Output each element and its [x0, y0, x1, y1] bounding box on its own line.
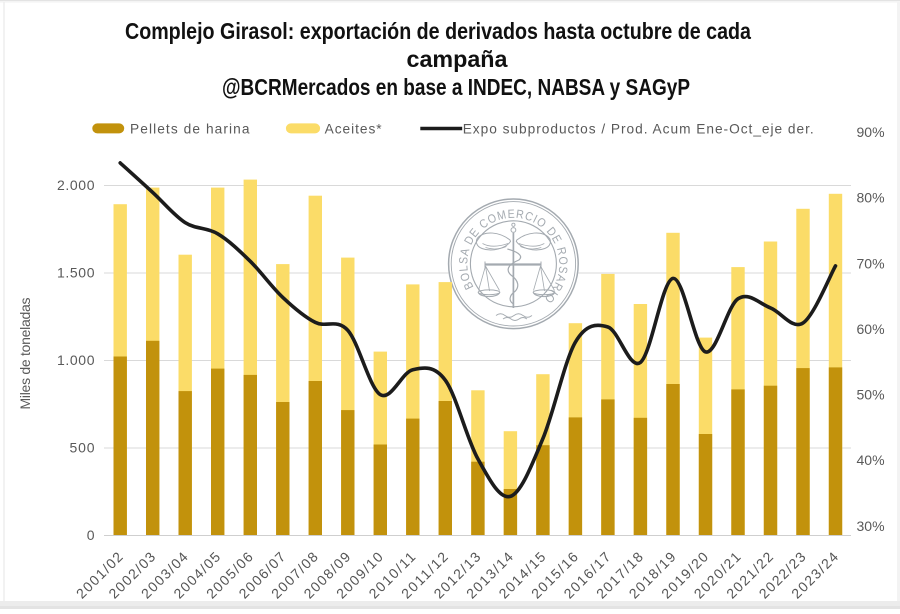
svg-text:1.500: 1.500 [57, 265, 95, 281]
svg-text:30%: 30% [857, 518, 885, 534]
svg-text:40%: 40% [857, 452, 885, 468]
svg-text:70%: 70% [857, 255, 885, 271]
svg-text:80%: 80% [857, 190, 885, 206]
svg-text:90%: 90% [857, 124, 885, 140]
svg-text:Expo subproductos / Prod. Acum: Expo subproductos / Prod. Acum Ene-Oct_e… [463, 122, 814, 137]
svg-text:500: 500 [70, 440, 95, 456]
svg-text:50%: 50% [857, 387, 885, 403]
svg-text:Complejo Girasol: exportación: Complejo Girasol: exportación de derivad… [125, 18, 751, 44]
svg-text:campaña: campaña [407, 46, 508, 72]
svg-text:1.000: 1.000 [57, 352, 95, 368]
svg-text:60%: 60% [857, 321, 885, 337]
svg-text:Pellets de harina: Pellets de harina [130, 122, 250, 137]
svg-text:Miles de toneladas: Miles de toneladas [17, 298, 33, 410]
svg-text:0: 0 [87, 527, 95, 543]
svg-text:2.000: 2.000 [57, 177, 95, 193]
svg-text:Aceites*: Aceites* [325, 122, 383, 137]
svg-text:@BCRMercados en base a INDEC,: @BCRMercados en base a INDEC, NABSA y SA… [222, 74, 690, 100]
